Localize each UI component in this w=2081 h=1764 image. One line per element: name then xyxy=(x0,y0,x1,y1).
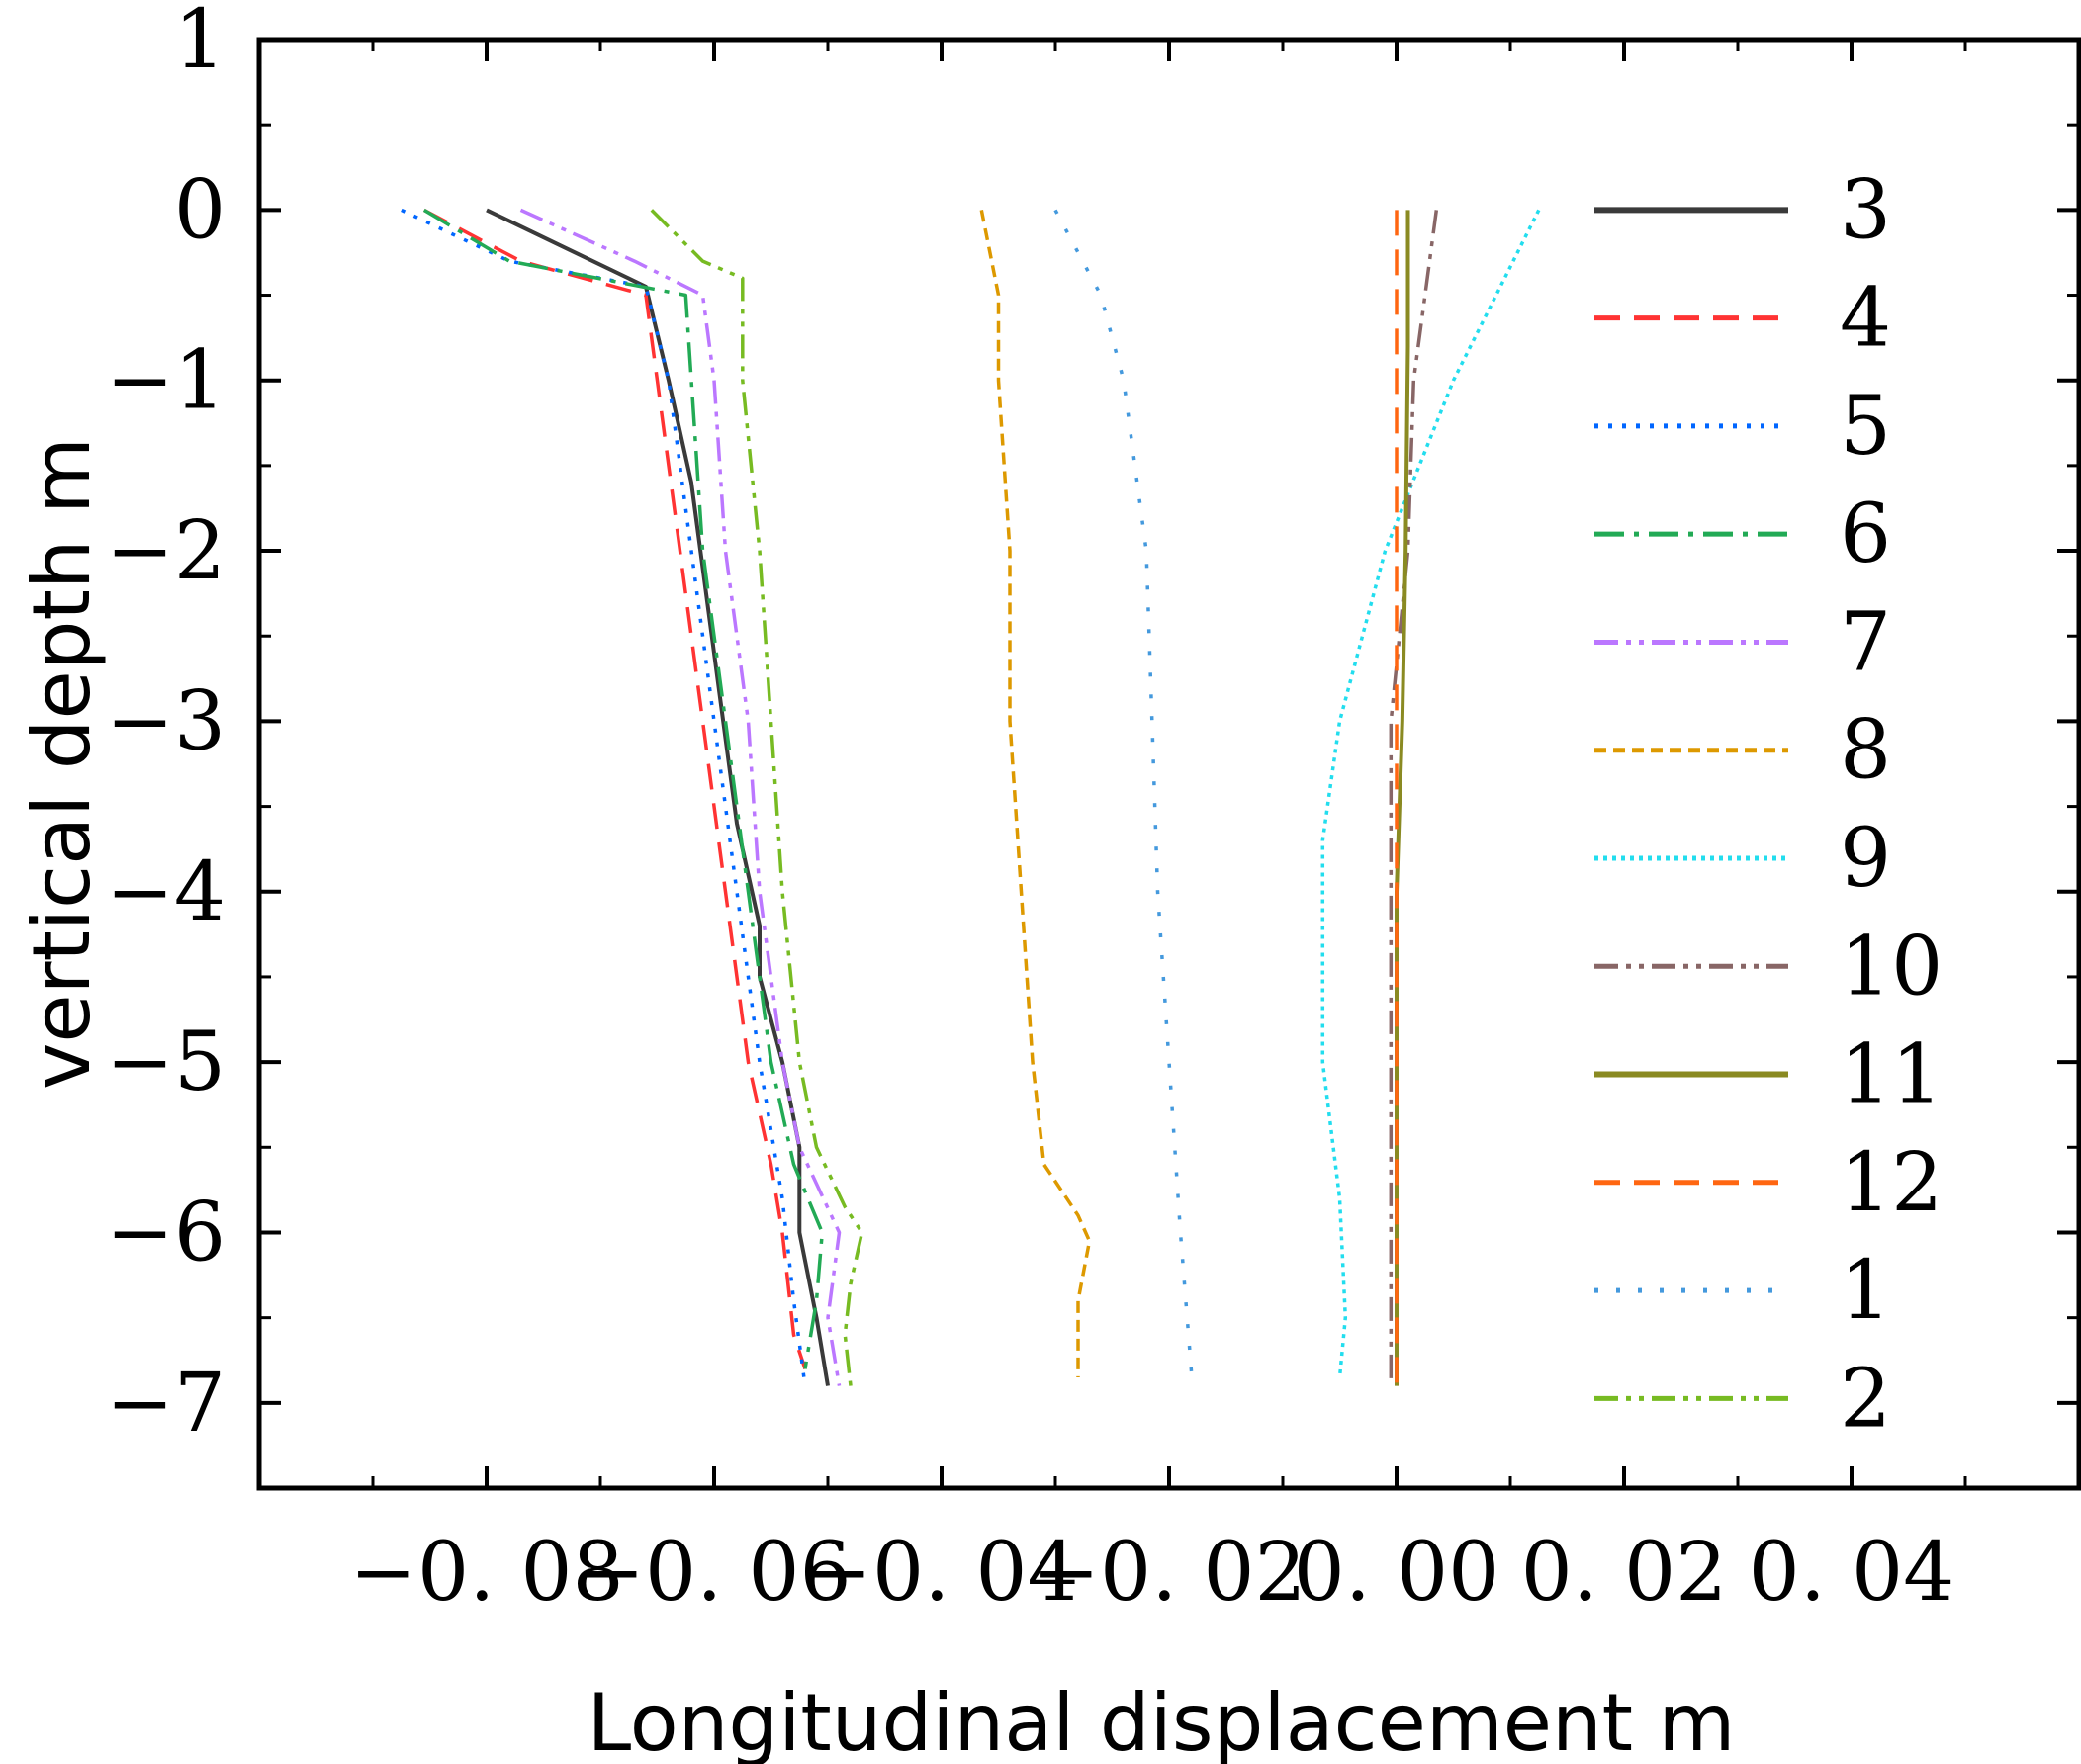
x-tick-label: −0. 02 xyxy=(1032,1526,1306,1620)
tick-layer: −0. 08−0. 06−0. 04−0. 020. 00 0. 02 0. 04 1… xyxy=(106,0,2079,1620)
series-line-2 xyxy=(650,209,864,1386)
y-tick-label: 1 xyxy=(174,0,226,87)
series-line-5 xyxy=(401,208,807,1386)
legend-label-3: 3 xyxy=(1840,163,1891,257)
legend-label-4: 4 xyxy=(1840,272,1891,366)
y-axis-title: vertical depth m xyxy=(16,437,108,1090)
series-layer xyxy=(401,208,1541,1386)
legend-label-11: 11 xyxy=(1840,1028,1943,1122)
y-tick-label: 0 xyxy=(174,163,226,257)
series-line-3 xyxy=(486,208,830,1386)
x-tick-label: −0. 06 xyxy=(577,1526,851,1620)
legend-label-10: 10 xyxy=(1840,920,1943,1014)
series-line-9 xyxy=(1320,209,1541,1378)
y-tick-label: −6 xyxy=(106,1186,226,1279)
y-tick-label: −4 xyxy=(106,845,226,939)
legend-label-7: 7 xyxy=(1840,595,1891,689)
x-tick-label: 0. 04 xyxy=(1749,1526,1955,1620)
legend-label-1: 1 xyxy=(1840,1244,1891,1338)
series-line-8 xyxy=(979,210,1092,1377)
series-line-4 xyxy=(422,208,807,1369)
series-line-7 xyxy=(519,208,842,1386)
series-line-1 xyxy=(1053,209,1194,1378)
x-tick-label: −0. 04 xyxy=(804,1526,1078,1620)
series-line-6 xyxy=(422,208,825,1369)
legend-label-6: 6 xyxy=(1840,487,1891,581)
legend-label-8: 8 xyxy=(1840,704,1891,798)
legend-label-2: 2 xyxy=(1840,1352,1891,1446)
legend-label-12: 12 xyxy=(1840,1136,1943,1230)
x-tick-label: −0. 08 xyxy=(349,1526,623,1620)
legend-label-9: 9 xyxy=(1840,812,1891,906)
y-tick-label: −2 xyxy=(106,504,226,598)
y-tick-label: −3 xyxy=(106,674,226,768)
x-tick-label: 0. 00 xyxy=(1294,1526,1500,1620)
y-tick-label: −1 xyxy=(106,334,226,428)
plot-frame xyxy=(256,37,2081,1491)
x-tick-label: 0. 02 xyxy=(1521,1526,1728,1620)
x-axis-title: Longitudinal displacement m xyxy=(588,1677,1736,1764)
y-tick-label: −7 xyxy=(106,1357,226,1451)
legend-label-5: 5 xyxy=(1840,380,1891,474)
y-tick-label: −5 xyxy=(106,1015,226,1109)
